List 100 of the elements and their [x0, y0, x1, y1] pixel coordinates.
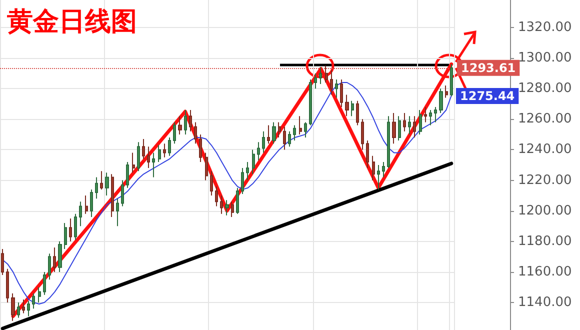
candlestick [142, 138, 145, 160]
text: 1275.44 [460, 89, 515, 103]
candlestick [173, 122, 176, 144]
candlestick [377, 164, 380, 190]
candlestick [419, 110, 422, 135]
candlestick [74, 213, 77, 240]
candlestick [205, 152, 208, 181]
candlestick [194, 122, 197, 144]
candlestick [408, 116, 411, 135]
candlestick [424, 106, 427, 123]
candlestick [11, 292, 15, 322]
candlestick [356, 100, 359, 126]
candlestick [403, 112, 406, 132]
candlestick [152, 152, 155, 178]
candlestick [111, 174, 114, 218]
candlestick [392, 112, 396, 144]
candlestick [283, 126, 286, 150]
candlestick [345, 94, 349, 117]
candlestick [184, 110, 187, 135]
candlestick [450, 64, 453, 97]
y-tick-label: 1280.00 [518, 81, 572, 96]
candlestick [429, 110, 432, 126]
candlestick [58, 240, 62, 272]
candlestick [189, 110, 192, 132]
candlestick [314, 72, 317, 90]
candlestick [309, 78, 312, 126]
candlestick [293, 124, 296, 142]
candlestick [43, 271, 46, 296]
candlestick [319, 66, 322, 85]
candlestick [1, 248, 4, 276]
candlestick [100, 170, 103, 190]
candlestick [262, 130, 265, 154]
y-tick-label: 1160.00 [518, 264, 572, 280]
candlestick [95, 176, 98, 200]
candlestick [147, 146, 150, 169]
ref-line-label: 1293.61 [461, 60, 516, 75]
y-tick-label: 1240.00 [518, 142, 572, 158]
candlestick [121, 180, 124, 207]
candlestick [439, 88, 443, 114]
y-tick-label: 1300.00 [518, 50, 572, 66]
candlestick [17, 302, 20, 318]
candlestick [69, 218, 72, 242]
candlestick [199, 134, 202, 162]
candlestick [366, 140, 369, 169]
candlestick [163, 143, 166, 158]
candlestick [225, 200, 229, 216]
candlestick [398, 116, 401, 142]
candlestick [325, 65, 328, 83]
candlestick [178, 116, 182, 135]
candlestick [330, 70, 333, 96]
y-tick-label: 1220.00 [518, 172, 572, 188]
candlestick [246, 161, 249, 181]
candlestick [158, 144, 161, 162]
candlestick [445, 85, 448, 98]
candlestick [22, 298, 25, 314]
candlestick [132, 152, 135, 174]
candlestick [38, 286, 41, 303]
candlestick [272, 122, 276, 144]
candlestick [413, 116, 416, 138]
candlestick [335, 78, 338, 98]
candlestick [340, 78, 343, 108]
candlestick [116, 198, 119, 227]
candlestick [90, 188, 93, 218]
candlestick [220, 195, 223, 214]
candlestick [210, 170, 213, 196]
candlestick [168, 137, 171, 156]
candlestick [105, 172, 109, 196]
y-tick-label: 1180.00 [518, 234, 572, 249]
candlestick [236, 187, 239, 214]
candlestick [27, 300, 30, 317]
candlestick [387, 116, 390, 169]
candlestick [267, 124, 270, 144]
y-tick-label: 1140.00 [518, 295, 572, 310]
candlestick [48, 253, 51, 280]
candlestick [32, 292, 35, 310]
candlestick [53, 247, 56, 272]
y-tick-label: 1260.00 [518, 112, 572, 127]
candlestick [372, 155, 375, 181]
candlestick [64, 222, 67, 250]
y-tick-label: 1320.00 [518, 20, 572, 35]
candlestick [288, 130, 291, 148]
candlestick [434, 106, 437, 123]
candlestick [231, 201, 234, 218]
candlestick [278, 122, 281, 138]
candlestick [126, 161, 129, 188]
candlestick [361, 118, 364, 150]
candlestick [215, 186, 218, 207]
candlestick [79, 201, 82, 227]
candlestick [257, 142, 260, 161]
candlestick [304, 122, 307, 138]
y-tick-label: 1200.00 [518, 203, 572, 218]
candlestick [137, 142, 140, 172]
candlestick [299, 116, 302, 135]
candlestick [85, 195, 88, 214]
candlestick [252, 149, 255, 175]
candlestick [241, 168, 244, 195]
candlestick [6, 268, 9, 303]
candlestick [382, 161, 385, 178]
chart-title: 黄金日线图 [6, 7, 137, 37]
candlestick [351, 100, 354, 117]
